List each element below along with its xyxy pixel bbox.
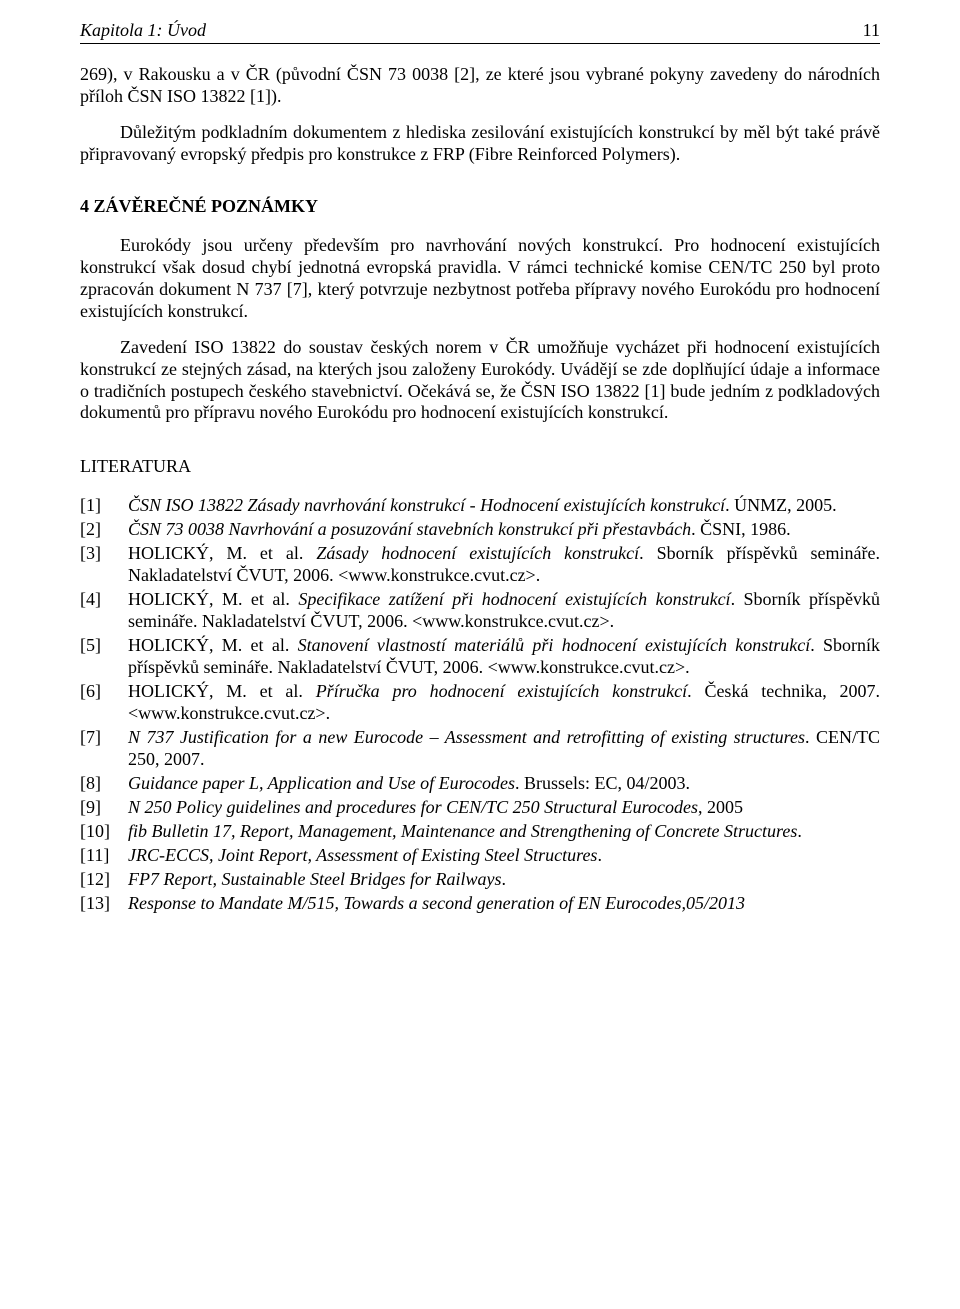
reference-number: [9] (80, 797, 128, 819)
reference-item: [6]HOLICKÝ, M. et al. Příručka pro hodno… (80, 681, 880, 725)
reference-body: Response to Mandate M/515, Towards a sec… (128, 893, 880, 915)
reference-number: [8] (80, 773, 128, 795)
reference-title: ČSN 73 0038 Navrhování a posuzování stav… (128, 519, 691, 539)
body-paragraph: Důležitým podkladním dokumentem z hledis… (80, 122, 880, 166)
reference-item: [11]JRC-ECCS, Joint Report, Assessment o… (80, 845, 880, 867)
reference-body: JRC-ECCS, Joint Report, Assessment of Ex… (128, 845, 880, 867)
reference-number: [6] (80, 681, 128, 725)
reference-number: [1] (80, 495, 128, 517)
reference-item: [13]Response to Mandate M/515, Towards a… (80, 893, 880, 915)
reference-body: N 250 Policy guidelines and procedures f… (128, 797, 880, 819)
reference-title: Specifikace zatížení při hodnocení exist… (298, 589, 730, 609)
reference-title: ČSN ISO 13822 Zásady navrhování konstruk… (128, 495, 725, 515)
reference-item: [5]HOLICKÝ, M. et al. Stanovení vlastnos… (80, 635, 880, 679)
reference-item: [2]ČSN 73 0038 Navrhování a posuzování s… (80, 519, 880, 541)
reference-title: Příručka pro hodnocení existujících kons… (316, 681, 687, 701)
section-heading: 4 ZÁVĚREČNÉ POZNÁMKY (80, 196, 880, 217)
reference-number: [13] (80, 893, 128, 915)
reference-item: [7]N 737 Justification for a new Eurocod… (80, 727, 880, 771)
reference-title: N 737 Justification for a new Eurocode –… (128, 727, 805, 747)
reference-title: Stanovení vlastností materiálů při hodno… (298, 635, 811, 655)
reference-item: [12]FP7 Report, Sustainable Steel Bridge… (80, 869, 880, 891)
body-paragraph: Zavedení ISO 13822 do soustav českých no… (80, 337, 880, 425)
reference-list: [1]ČSN ISO 13822 Zásady navrhování konst… (80, 495, 880, 914)
reference-title: fib Bulletin 17, Report, Management, Mai… (128, 821, 797, 841)
reference-number: [4] (80, 589, 128, 633)
reference-body: ČSN ISO 13822 Zásady navrhování konstruk… (128, 495, 880, 517)
reference-body: Guidance paper L, Application and Use of… (128, 773, 880, 795)
reference-title: N 250 Policy guidelines and procedures f… (128, 797, 698, 817)
reference-title: Response to Mandate M/515, Towards a sec… (128, 893, 745, 913)
reference-title: Guidance paper L, Application and Use of… (128, 773, 515, 793)
reference-item: [9]N 250 Policy guidelines and procedure… (80, 797, 880, 819)
page: Kapitola 1: Úvod 11 269), v Rakousku a v… (0, 0, 960, 1309)
reference-number: [5] (80, 635, 128, 679)
reference-item: [3]HOLICKÝ, M. et al. Zásady hodnocení e… (80, 543, 880, 587)
reference-item: [4]HOLICKÝ, M. et al. Specifikace zatíže… (80, 589, 880, 633)
reference-title: FP7 Report, Sustainable Steel Bridges fo… (128, 869, 501, 889)
reference-number: [2] (80, 519, 128, 541)
reference-body: ČSN 73 0038 Navrhování a posuzování stav… (128, 519, 880, 541)
reference-item: [10]fib Bulletin 17, Report, Management,… (80, 821, 880, 843)
reference-number: [12] (80, 869, 128, 891)
reference-item: [8]Guidance paper L, Application and Use… (80, 773, 880, 795)
reference-body: FP7 Report, Sustainable Steel Bridges fo… (128, 869, 880, 891)
reference-body: HOLICKÝ, M. et al. Stanovení vlastností … (128, 635, 880, 679)
literature-heading: LITERATURA (80, 456, 880, 477)
body-paragraph: Eurokódy jsou určeny především pro navrh… (80, 235, 880, 323)
body-paragraph: 269), v Rakousku a v ČR (původní ČSN 73 … (80, 64, 880, 108)
reference-number: [10] (80, 821, 128, 843)
reference-body: N 737 Justification for a new Eurocode –… (128, 727, 880, 771)
reference-item: [1]ČSN ISO 13822 Zásady navrhování konst… (80, 495, 880, 517)
reference-body: fib Bulletin 17, Report, Management, Mai… (128, 821, 880, 843)
page-header: Kapitola 1: Úvod 11 (80, 20, 880, 44)
reference-number: [7] (80, 727, 128, 771)
reference-number: [3] (80, 543, 128, 587)
header-title: Kapitola 1: Úvod (80, 20, 206, 41)
reference-body: HOLICKÝ, M. et al. Specifikace zatížení … (128, 589, 880, 633)
page-number: 11 (863, 20, 880, 41)
reference-body: HOLICKÝ, M. et al. Zásady hodnocení exis… (128, 543, 880, 587)
reference-title: JRC-ECCS, Joint Report, Assessment of Ex… (128, 845, 597, 865)
reference-title: Zásady hodnocení existujících konstrukcí (316, 543, 639, 563)
reference-body: HOLICKÝ, M. et al. Příručka pro hodnocen… (128, 681, 880, 725)
reference-number: [11] (80, 845, 128, 867)
